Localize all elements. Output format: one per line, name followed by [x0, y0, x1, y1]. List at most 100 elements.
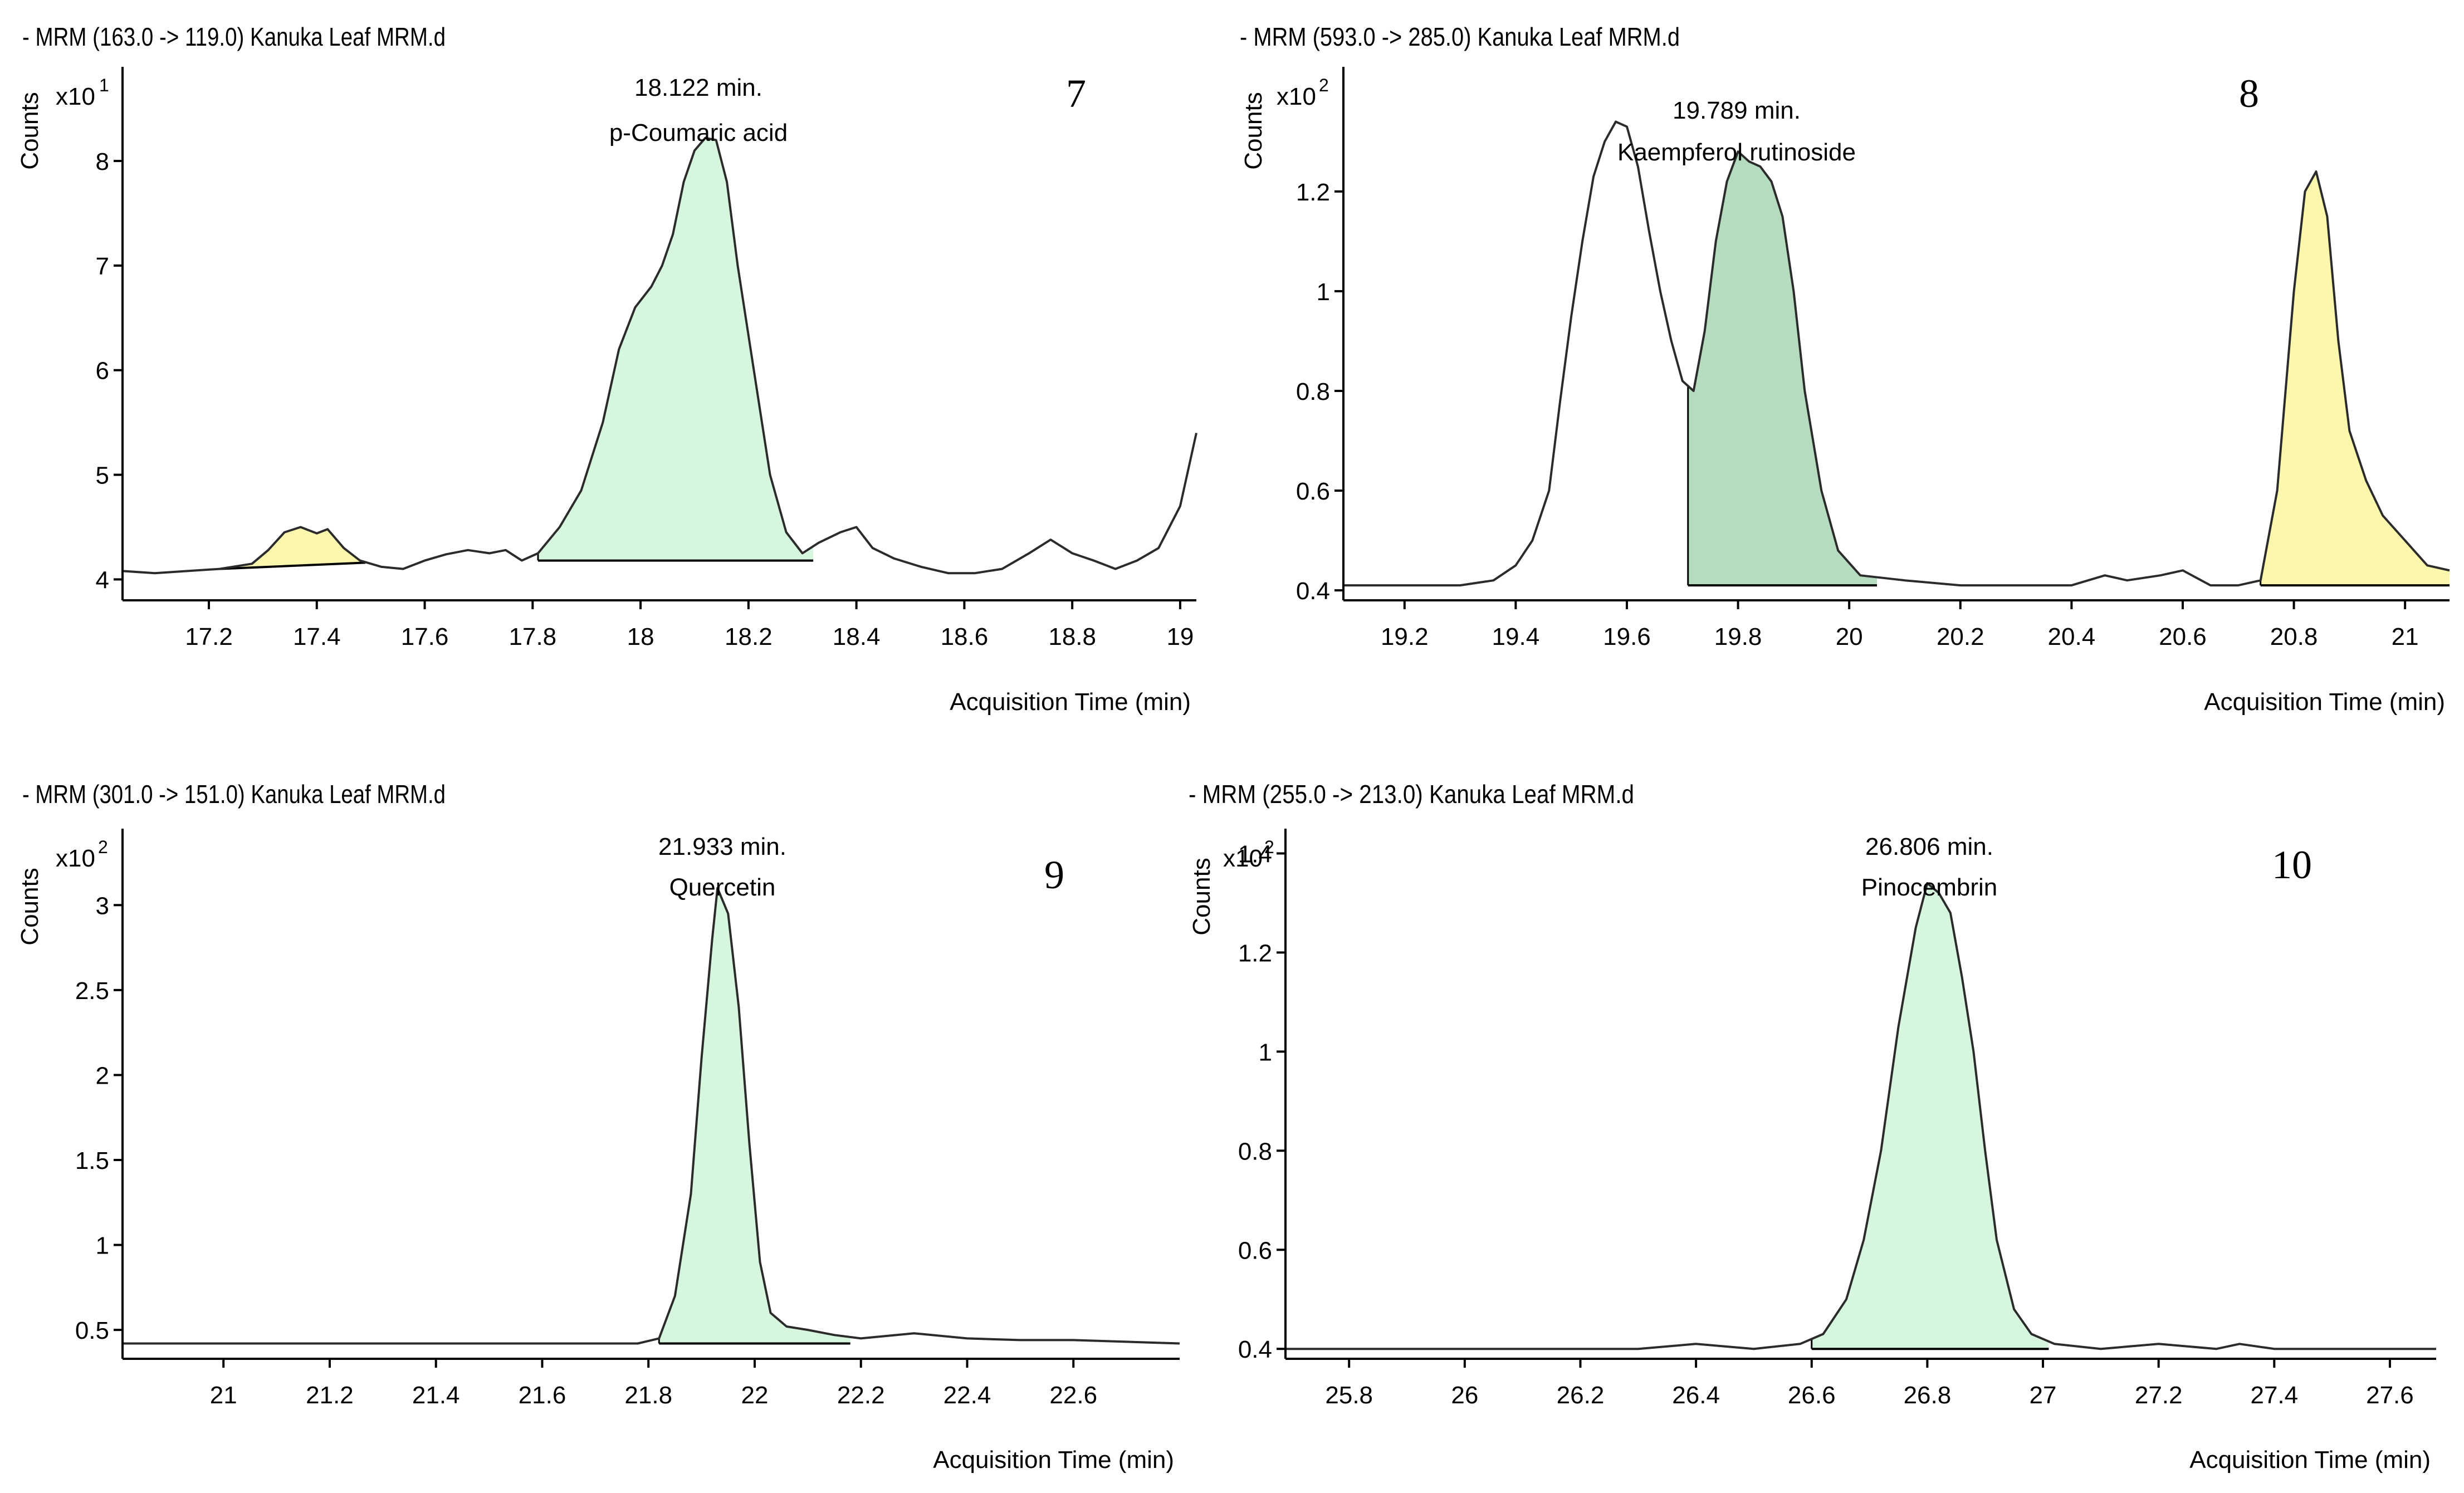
panel-7-x-tick-label: 18 [627, 623, 654, 650]
panel-10-x-tick-label: 26.8 [1904, 1382, 1952, 1409]
panel-8-y-scale-base: x10 [1277, 83, 1316, 110]
panel-10-number: 10 [2272, 843, 2312, 887]
panel-9-x-tick-label: 22 [741, 1382, 769, 1409]
panel-10-trace [1285, 882, 2436, 1350]
panel-9-x-tick-label: 21.4 [412, 1382, 460, 1409]
panel-9-y-tick-label: 2.5 [75, 977, 109, 1005]
panel-8-number: 8 [2239, 71, 2259, 116]
panel-9-ylabel: Counts [16, 868, 43, 945]
panel-8-y-tick-label: 0.8 [1296, 378, 1330, 405]
panel-9-y-tick-label: 1.5 [75, 1147, 109, 1174]
panel-8-x-tick-label: 20 [1836, 623, 1863, 650]
panel-7-number: 7 [1066, 71, 1086, 116]
panel-9-y-tick-label: 2 [96, 1062, 109, 1089]
panel-7-peak-fill-2 [538, 138, 814, 561]
panel-8-peak-fill-1 [1688, 151, 1878, 586]
panel-8-x-tick-label: 20.8 [2270, 623, 2318, 650]
panel-7-peak-fill-1 [219, 527, 365, 569]
panel-8-y-tick-label: 1.2 [1296, 179, 1330, 206]
panel-7-y-tick-label: 4 [96, 566, 109, 594]
panel-8-y-tick-label: 1 [1317, 278, 1330, 306]
chart-panel-9: 21 21.2 21.4 21.6 21.8 22 22.2 22.4 22.60.511.52… [16, 780, 1180, 1474]
panel-10-annotation-time: 26.806 min. [1865, 833, 1993, 860]
panel-9-trace [123, 887, 1180, 1345]
panel-7-trace [122, 136, 1197, 575]
panel-8-y-tick-label: 0.4 [1296, 577, 1330, 605]
panel-10-y-tick-label: 1 [1259, 1039, 1272, 1066]
panel-8-x-tick-label: 20.6 [2159, 623, 2207, 650]
panel-10-annotation-compound: Pinocembrin [1861, 874, 1998, 901]
panel-8-x-tick-label: 19.2 [1381, 623, 1429, 650]
panel-9-x-tick-label: 22.6 [1049, 1382, 1097, 1409]
panel-9-y-tick-label: 1 [96, 1232, 109, 1260]
panel-9-x-tick-label: 22.4 [943, 1382, 991, 1409]
panel-10-title: - MRM (255.0 -> 213.0) Kanuka Leaf MRM.d [1189, 780, 1634, 809]
panel-7-y-tick-label: 6 [96, 358, 109, 385]
panel-7-y-scale-base: x10 [56, 83, 95, 110]
panel-7-annotation-compound: p-Coumaric acid [609, 119, 788, 146]
panel-10-x-tick-label: 26.2 [1557, 1382, 1605, 1409]
panel-9-title: - MRM (301.0 -> 151.0) Kanuka Leaf MRM.d [22, 780, 446, 809]
chart-panel-7: 17.2 17.4 17.6 17.8 18 18.2 18.4 18.6 18.8 194567… [16, 22, 1197, 716]
panel-7-x-tick-label: 18.8 [1048, 623, 1096, 650]
panel-10-x-tick-label: 27.4 [2250, 1382, 2298, 1409]
panel-10-y-scale-exp: 2 [1264, 837, 1274, 857]
panel-7-x-tick-label: 17.2 [185, 623, 233, 650]
panel-7-annotation-time: 18.122 min. [634, 74, 762, 101]
panel-9-x-tick-label: 21.2 [306, 1382, 354, 1409]
panel-7-title: - MRM (163.0 -> 119.0) Kanuka Leaf MRM.d [22, 22, 446, 51]
panel-8-x-tick-label: 19.6 [1603, 623, 1651, 650]
panel-9-y-tick-label: 3 [96, 892, 109, 919]
panel-8-peak-fill-2 [2260, 172, 2450, 586]
panel-7-x-tick-label: 17.8 [509, 623, 557, 650]
panel-9-annotation-time: 21.933 min. [658, 833, 786, 860]
panel-8-title: - MRM (593.0 -> 285.0) Kanuka Leaf MRM.d [1240, 22, 1680, 51]
panel-10-ylabel: Counts [1188, 858, 1215, 935]
panel-10-peak-fill-1 [1811, 883, 2049, 1349]
panel-7-xlabel: Acquisition Time (min) [950, 688, 1191, 716]
panel-8-y-tick-label: 0.6 [1296, 478, 1330, 505]
panel-8-x-tick-label: 19.8 [1714, 623, 1762, 650]
panel-7-x-tick-label: 18.2 [725, 623, 773, 650]
panel-10-y-tick-label: 0.6 [1238, 1237, 1272, 1264]
panel-7-plot: 17.2 17.4 17.6 17.8 18 18.2 18.4 18.6 18.8 194567… [96, 67, 1197, 650]
panel-9-y-scale-base: x10 [56, 845, 95, 872]
panel-10-xlabel: Acquisition Time (min) [2189, 1446, 2431, 1474]
panel-7-x-tick-label: 18.6 [941, 623, 989, 650]
panel-8-x-tick-label: 20.2 [1937, 623, 1984, 650]
panel-10-x-tick-label: 26.6 [1788, 1382, 1836, 1409]
panel-7-x-tick-label: 19 [1166, 623, 1194, 650]
panel-9-x-tick-label: 21.6 [519, 1382, 566, 1409]
panel-8-x-tick-label: 19.4 [1492, 623, 1540, 650]
panel-7-x-tick-label: 17.6 [401, 623, 449, 650]
panel-7-x-tick-label: 18.4 [833, 623, 881, 650]
panel-8-ylabel: Counts [1240, 92, 1267, 169]
panel-10-x-tick-label: 27.6 [2366, 1382, 2414, 1409]
panel-10-y-tick-label: 1.2 [1238, 939, 1272, 967]
chart-panel-10: 25.8 26 26.2 26.4 26.6 26.8 27 27.2 27.4 27.6 0.4 0… [1188, 780, 2436, 1474]
panel-9-x-tick-label: 21 [210, 1382, 237, 1409]
panel-10-x-tick-label: 25.8 [1325, 1382, 1373, 1409]
panel-10-x-tick-label: 26.4 [1672, 1382, 1720, 1409]
panel-7-x-tick-label: 17.4 [293, 623, 341, 650]
panel-7-y-tick-label: 8 [96, 148, 109, 175]
panel-8-trace [1343, 120, 2450, 587]
panel-8-y-scale-exp: 2 [1319, 75, 1329, 95]
panel-8-x-tick-label: 20.4 [2048, 623, 2096, 650]
panel-7-ylabel: Counts [16, 92, 43, 169]
panel-8-xlabel: Acquisition Time (min) [2204, 688, 2445, 716]
panel-10-x-tick-label: 27 [2030, 1382, 2057, 1409]
panel-7-y-tick-label: 7 [96, 253, 109, 280]
panel-9-xlabel: Acquisition Time (min) [933, 1446, 1174, 1474]
panel-10-x-tick-label: 27.2 [2135, 1382, 2183, 1409]
panel-10-plot: 25.8 26 26.2 26.4 26.6 26.8 27 27.2 27.4 27.6 0.4 0… [1238, 829, 2436, 1409]
panel-10-y-scale-base: x10 [1223, 845, 1263, 872]
panel-9-x-tick-label: 22.2 [837, 1382, 885, 1409]
chart-panel-8: 19.2 19.4 19.6 19.8 20 20.2 20.4 20.6 20.8 2 1 0.4 0… [1240, 22, 2450, 716]
panel-10-y-tick-label: 0.4 [1238, 1336, 1272, 1363]
panel-9-number: 9 [1044, 853, 1064, 897]
panel-9-annotation-compound: Quercetin [669, 874, 776, 901]
panel-10-x-tick-label: 26 [1451, 1382, 1478, 1409]
